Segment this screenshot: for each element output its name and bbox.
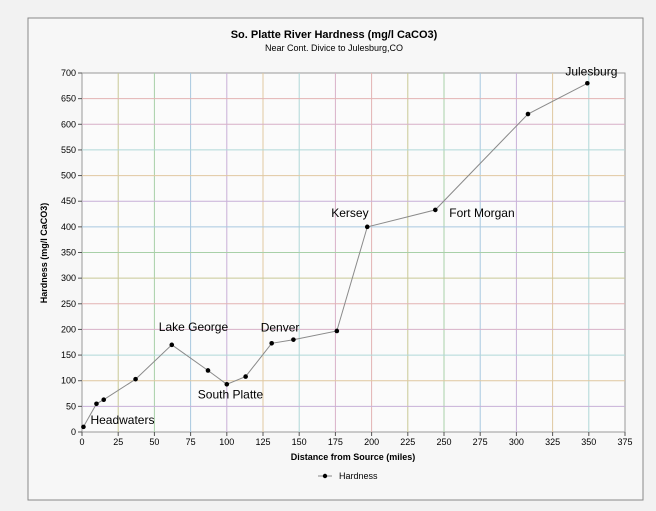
x-tick-label: 325 [545,437,560,447]
x-tick-label: 75 [186,437,196,447]
data-point [81,424,86,430]
data-point [291,337,296,342]
x-tick-label: 225 [400,437,415,447]
y-tick-label: 100 [61,376,76,386]
y-tick-label: 600 [61,119,76,129]
y-tick-label: 550 [61,145,76,155]
tick-labels: 0 25 50 75 100 125 150 175 200 225 250 275 300 325 350… [61,68,633,447]
data-point [269,340,274,346]
data-point [334,328,340,334]
grid-lines [82,73,625,432]
data-markers [81,80,590,430]
data-point [525,111,531,117]
legend-marker [322,473,328,479]
annotation-label: South Platte [198,387,264,401]
x-tick-label: 100 [219,437,234,447]
y-tick-label: 200 [61,324,76,334]
data-point [101,397,107,402]
y-tick-label: 500 [61,171,76,181]
y-axis-title: Hardness (mg/l CaCO3) [39,203,49,304]
x-tick-label: 375 [617,437,632,447]
annotation-label: Kersey [331,206,368,220]
y-tick-label: 400 [61,222,76,232]
data-point [243,374,248,379]
point-annotations: Headwaters Lake George South Platte Denver K… [90,64,617,427]
x-tick-label: 350 [581,437,596,447]
x-tick-label: 175 [328,437,343,447]
x-tick-label: 150 [292,437,307,447]
x-tick-label: 25 [113,437,123,447]
annotation-label: Headwaters [90,413,154,427]
annotation-label: Fort Morgan [449,206,514,220]
data-point [94,401,99,407]
chart-subtitle: Near Cont. Divice to Julesburg,CO [265,43,403,53]
y-tick-label: 450 [61,196,76,206]
x-tick-label: 250 [436,437,451,447]
y-tick-label: 700 [61,68,76,78]
x-tick-label: 0 [79,437,84,447]
data-point [205,368,211,373]
y-tick-label: 0 [71,427,76,437]
x-tick-label: 300 [509,437,524,447]
x-axis-title: Distance from Source (miles) [291,452,416,462]
chart-title: So. Platte River Hardness (mg/l CaCO3) [231,29,438,41]
y-tick-label: 250 [61,299,76,309]
data-point [169,342,175,348]
x-tick-label: 200 [364,437,379,447]
legend-label-hardness: Hardness [339,471,378,481]
annotation-label: Lake George [159,320,229,334]
x-tick-label: 50 [149,437,159,447]
x-tick-label: 125 [255,437,270,447]
data-point [585,80,590,86]
data-point [433,207,438,213]
y-tick-label: 50 [66,401,76,411]
data-point [364,224,370,230]
y-tick-label: 650 [61,94,76,104]
x-tick-label: 275 [473,437,488,447]
y-tick-label: 350 [61,248,76,258]
data-point [224,382,230,387]
annotation-label: Denver [261,320,300,334]
legend: Hardness [318,471,378,481]
annotation-label: Julesburg [565,64,617,78]
y-tick-label: 300 [61,273,76,283]
data-point [133,376,138,382]
y-tick-label: 150 [61,350,76,360]
